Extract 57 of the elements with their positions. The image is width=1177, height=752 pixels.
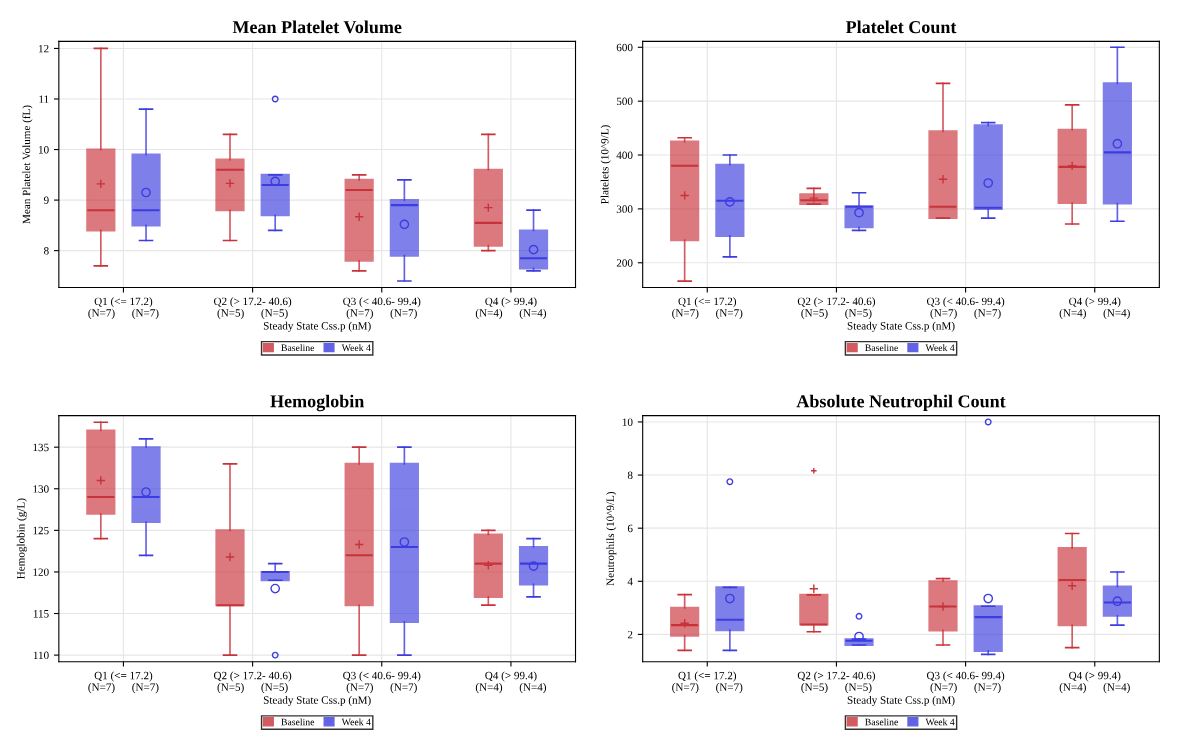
x-tick-label: Q3 (< 40.6- 99.4) (N=7) (N=7)	[343, 671, 421, 694]
y-tick-label: 300	[616, 205, 633, 213]
y-tick-label: 12	[38, 44, 49, 53]
legend-label: Baseline	[281, 718, 315, 726]
y-tick-label: 8	[44, 247, 49, 255]
x-tick-label: Q2 (> 17.2- 40.6) (N=5) (N=5)	[213, 297, 292, 319]
y-axis-title: Platelets (10^9/L)	[600, 125, 611, 204]
y-tick-label: 135	[33, 443, 49, 452]
x-axis-title: Steady State Css.p (nM)	[263, 695, 371, 707]
legend-label: Week 4	[925, 718, 955, 726]
y-tick-label: 500	[616, 97, 633, 106]
y-tick-label: 125	[33, 526, 49, 535]
y-tick-label: 110	[33, 651, 49, 660]
x-tick-label: Q4 (> 99.4) (N=4) (N=4)	[1059, 297, 1130, 319]
y-tick-label: 120	[33, 568, 49, 576]
y-tick-label: 200	[616, 259, 633, 267]
x-axis-title: Steady State Css.p (nM)	[847, 321, 955, 332]
chart-title: Hemoglobin	[270, 394, 365, 412]
x-tick-label: Q1 (<= 17.2) (N=7) (N=7)	[88, 671, 159, 694]
x-axis-title: Steady State Css.p (nM)	[847, 695, 955, 707]
chart-title: Platelet Count	[845, 20, 957, 34]
y-tick-label: 8	[627, 471, 633, 480]
legend-label: Week 4	[925, 344, 955, 352]
y-tick-label: 9	[43, 196, 49, 205]
y-tick-label: 10	[622, 418, 633, 426]
x-tick-label: Q3 (< 40.6- 99.4) (N=7) (N=7)	[343, 297, 421, 319]
x-tick-label: Q3 (< 40.6- 99.4) (N=7) (N=7)	[926, 671, 1005, 694]
y-tick-label: 10	[38, 146, 49, 154]
x-tick-label: Q4 (> 99.4) (N=4) (N=4)	[475, 671, 547, 694]
x-tick-label: Q1 (<= 17.2) (N=7) (N=7)	[672, 671, 743, 694]
x-tick-label: Q4 (> 99.4) (N=4) (N=4)	[475, 297, 547, 319]
legend-label: Baseline	[865, 344, 898, 352]
legend-label: Baseline	[281, 344, 315, 352]
x-tick-label: Q2 (> 17.2- 40.6) (N=5) (N=5)	[797, 297, 876, 319]
y-tick-label: 130	[33, 485, 49, 493]
y-tick-label: 4	[627, 577, 633, 586]
legend-label: Week 4	[341, 344, 371, 352]
x-axis-title: Steady State Css.p (nM)	[263, 321, 371, 332]
x-tick-label: Q3 (< 40.6- 99.4) (N=7) (N=7)	[926, 297, 1005, 319]
y-axis-title: Mean Platelet Volume (fL)	[22, 105, 33, 224]
chart-title: Mean Platelet Volume	[232, 20, 402, 34]
y-axis-title: Hemoglobin (g/L)	[16, 498, 27, 579]
y-tick-label: 400	[616, 151, 633, 159]
x-tick-label: Q2 (> 17.2- 40.6) (N=5) (N=5)	[797, 671, 876, 694]
y-tick-label: 6	[627, 524, 633, 533]
x-tick-label: Q2 (> 17.2- 40.6) (N=5) (N=5)	[213, 671, 292, 694]
legend-label: Baseline	[865, 718, 898, 726]
y-tick-label: 11	[39, 95, 49, 103]
x-tick-label: Q1 (<= 17.2) (N=7) (N=7)	[672, 297, 743, 319]
y-tick-label: 2	[627, 630, 633, 639]
y-axis-title: Neutrophils (10^9/L)	[606, 491, 617, 586]
legend-label: Week 4	[341, 718, 371, 726]
x-tick-label: Q1 (<= 17.2) (N=7) (N=7)	[88, 297, 159, 319]
y-tick-label: 600	[616, 43, 633, 52]
x-tick-label: Q4 (> 99.4) (N=4) (N=4)	[1059, 671, 1130, 694]
y-tick-label: 115	[33, 610, 49, 618]
chart-title: Absolute Neutrophil Count	[796, 394, 1006, 412]
